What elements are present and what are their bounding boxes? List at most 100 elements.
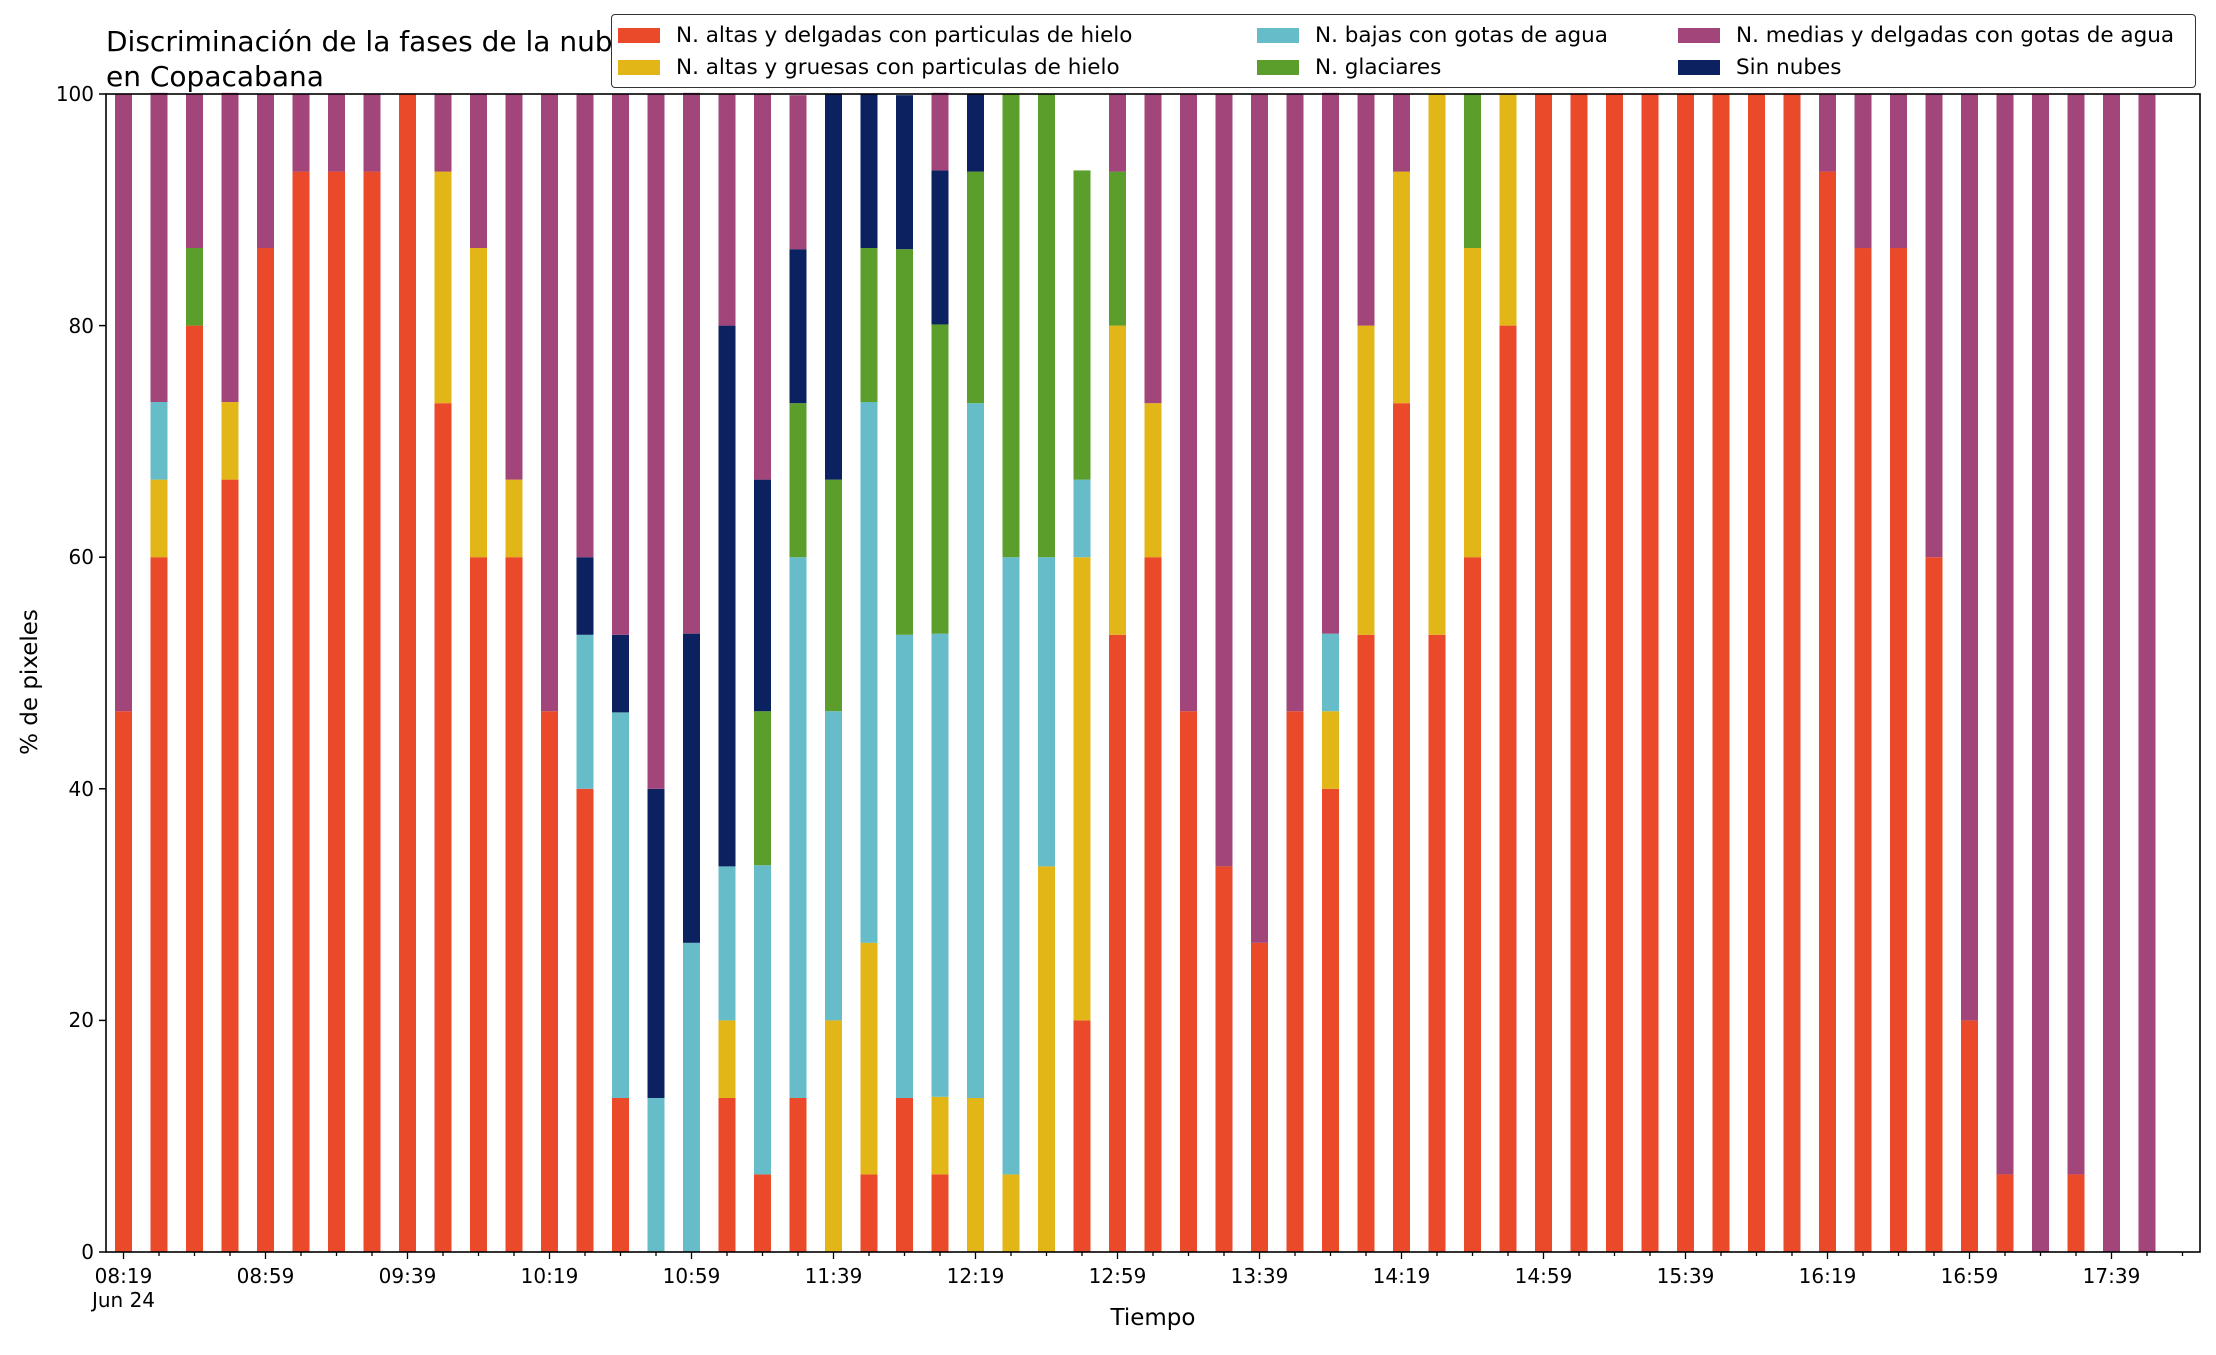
bar-segment — [683, 633, 700, 943]
plot-frame — [105, 93, 2201, 1253]
bar-segment — [860, 942, 878, 1175]
bar-segment — [1961, 94, 1978, 1021]
bar-segment — [860, 402, 878, 943]
bar-segment — [1535, 94, 1552, 1252]
bar-segment — [789, 1097, 807, 1252]
bar-segment — [505, 94, 523, 480]
bar-segment — [1215, 866, 1233, 1252]
bar-segment — [612, 1097, 629, 1252]
bar-segment — [434, 171, 452, 404]
y-tick-label: 0 — [81, 1240, 94, 1264]
bar-segment — [1393, 403, 1410, 1252]
bar-segment — [1464, 248, 1481, 558]
y-tick-label: 80 — [68, 313, 94, 338]
bar-segment — [292, 94, 310, 172]
bar-segment — [1002, 557, 1020, 1175]
legend-item: N. medias y delgadas con gotas de agua — [1678, 23, 2174, 48]
bar-segment — [1428, 634, 1446, 1252]
bar-segment — [718, 1097, 736, 1252]
x-tick-label: 11:39 — [804, 1264, 863, 1288]
bar-segment — [1109, 634, 1126, 1252]
bar-segment — [754, 865, 771, 1175]
legend: N. altas y delgadas con particulas de hi… — [611, 14, 2196, 88]
bar-segment — [328, 171, 345, 1253]
bar-segment — [931, 324, 949, 634]
bar-segment — [860, 94, 878, 249]
bar-segment — [150, 557, 168, 1252]
legend-item: N. glaciares — [1257, 55, 1441, 80]
x-tick-label: 17:39 — [2082, 1264, 2141, 1288]
bar-segment — [1890, 248, 1907, 1252]
legend-item: Sin nubes — [1678, 55, 1841, 80]
bar-segment — [754, 479, 771, 712]
bar-segment — [221, 479, 239, 1252]
legend-swatch — [618, 60, 660, 75]
bar-segment — [1002, 94, 1020, 558]
bar-segment — [541, 711, 558, 1252]
bar-segment — [186, 248, 203, 326]
bar-segment — [1073, 479, 1091, 558]
y-tick-label: 100 — [55, 82, 94, 106]
bar-segment — [647, 1097, 665, 1252]
bar-segment — [754, 1174, 771, 1252]
bar-segment — [1499, 94, 1517, 326]
bar-segment — [576, 634, 594, 789]
bar-segment — [470, 248, 487, 558]
bar-segment — [1961, 1020, 1978, 1252]
bar-segment — [115, 94, 132, 712]
bar-segment — [825, 94, 842, 480]
x-tick-label: 12:19 — [946, 1264, 1005, 1288]
x-tick-label: 10:19 — [520, 1264, 579, 1288]
bar-segment — [931, 170, 949, 325]
bar-segment — [1144, 557, 1162, 1252]
bar-segment — [1925, 557, 1943, 1252]
bar-segment — [1464, 94, 1481, 249]
legend-item: N. altas y delgadas con particulas de hi… — [618, 23, 1132, 48]
bar-segment — [1499, 325, 1517, 1253]
legend-label: N. altas y delgadas con particulas de hi… — [676, 23, 1133, 48]
bars-layer — [115, 92, 2156, 1253]
bar-segment — [718, 866, 736, 1021]
bar-segment — [1038, 866, 1055, 1252]
bar-segment — [2138, 94, 2156, 1252]
x-tick-label: 10:59 — [662, 1264, 721, 1288]
bar-segment — [1854, 248, 1872, 1252]
bar-segment — [2067, 94, 2085, 1175]
chart-title: Discriminación de la fases de la nube en… — [106, 25, 630, 93]
x-tick-label: 13:39 — [1230, 1264, 1289, 1288]
legend-swatch — [1678, 60, 1720, 75]
bar-segment — [683, 92, 700, 634]
bar-segment — [257, 94, 274, 249]
bar-segment — [1322, 92, 1339, 634]
bar-segment — [1783, 94, 1801, 1252]
legend-swatch — [1678, 28, 1720, 43]
bar-segment — [115, 711, 132, 1252]
bar-segment — [1322, 788, 1339, 1252]
bar-segment — [967, 403, 984, 1098]
bar-segment — [1570, 94, 1588, 1252]
bar-segment — [221, 402, 239, 480]
legend-label: N. glaciares — [1315, 55, 1442, 80]
bar-segment — [1109, 94, 1126, 172]
bar-segment — [1251, 942, 1268, 1252]
bar-segment — [860, 1174, 878, 1252]
bar-segment — [612, 94, 629, 635]
x-tick-label: 15:39 — [1656, 1264, 1715, 1288]
bar-segment — [1357, 325, 1375, 635]
bar-segment — [1819, 94, 1836, 172]
bar-segment — [1180, 711, 1197, 1252]
y-tick-label: 60 — [68, 545, 94, 570]
bar-segment — [789, 403, 807, 558]
bar-segment — [718, 94, 736, 326]
x-tick-label: 14:19 — [1372, 1264, 1431, 1288]
bar-segment — [363, 94, 381, 172]
bar-segment — [1428, 94, 1446, 635]
bar-segment — [1038, 94, 1055, 558]
bar-segment — [1393, 171, 1410, 404]
legend-item: N. bajas con gotas de agua — [1257, 23, 1608, 48]
bar-segment — [186, 325, 203, 1253]
bar-segment — [399, 94, 416, 1252]
bar-segment — [292, 171, 310, 1253]
bar-segment — [434, 94, 452, 172]
